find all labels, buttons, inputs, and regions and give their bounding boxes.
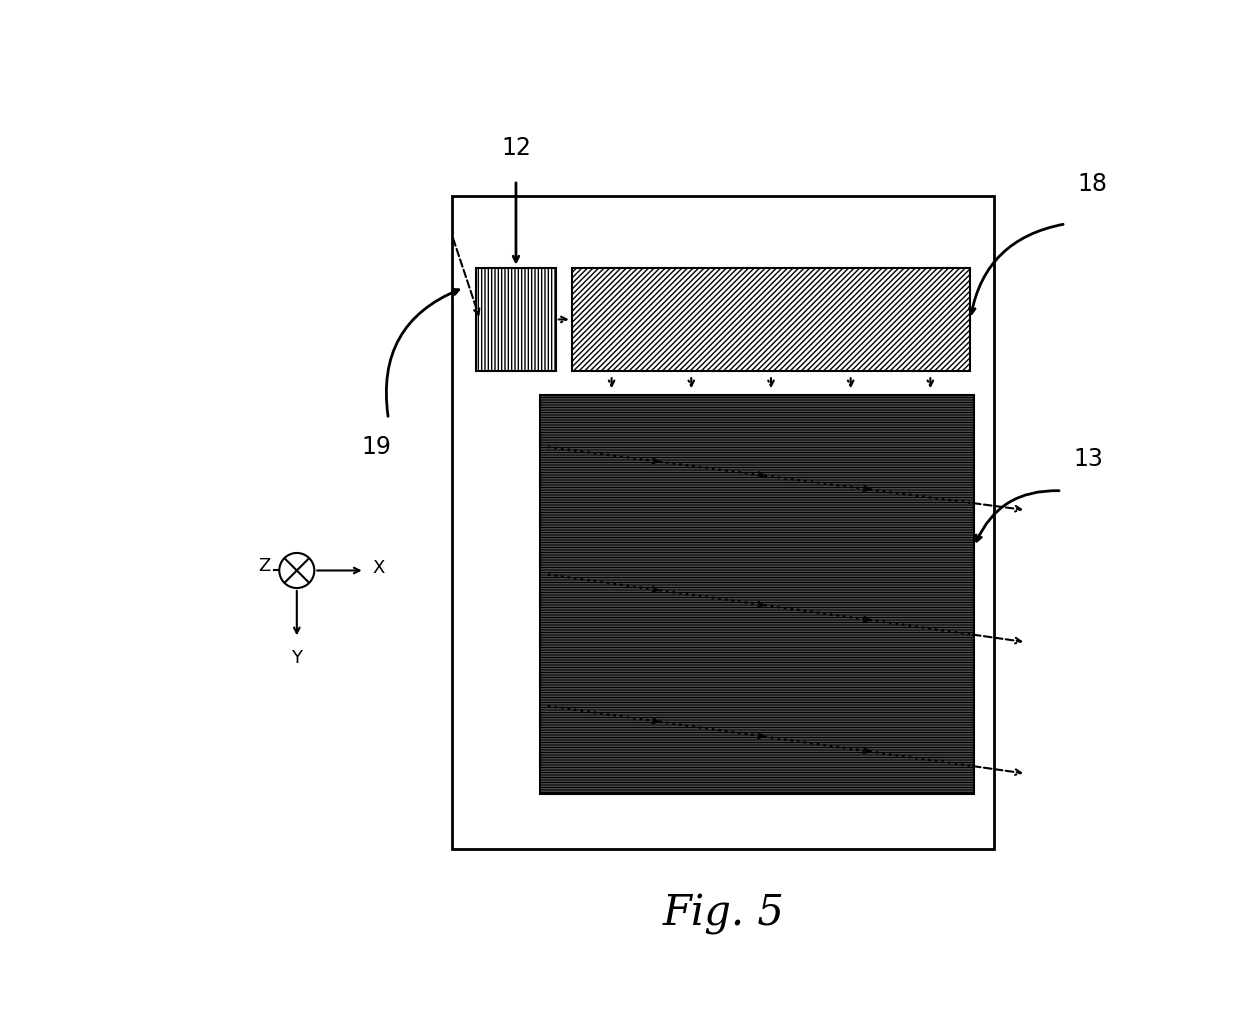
Text: Z: Z	[258, 557, 270, 574]
Bar	[476, 268, 556, 372]
Bar	[539, 395, 975, 794]
Text: 12: 12	[501, 136, 531, 160]
Text: Y: Y	[291, 649, 303, 667]
Text: Fig. 5: Fig. 5	[662, 893, 784, 936]
Text: 18: 18	[1078, 172, 1107, 196]
Text: 19: 19	[362, 435, 392, 459]
Text: X: X	[372, 559, 384, 578]
Bar	[453, 196, 994, 850]
Text: 13: 13	[1074, 447, 1104, 471]
Bar	[572, 268, 970, 372]
